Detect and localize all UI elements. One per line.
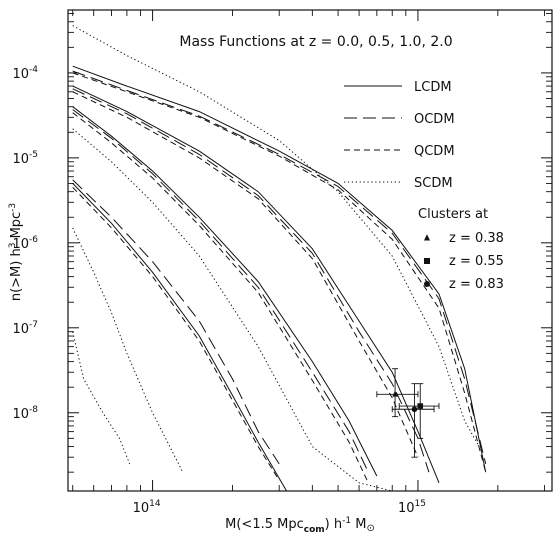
square-marker	[417, 403, 424, 409]
x-axis-label: M(<1.5 Mpccom) h-1 M⊙	[225, 516, 375, 535]
x-tick-label: 1015	[398, 499, 426, 516]
clusters-legend-label: z = 0.83	[449, 277, 504, 292]
plot-frame	[67, 9, 553, 492]
legend-label: OCDM	[414, 112, 455, 127]
series-line-qcdm-z2	[72, 186, 280, 481]
x-label-symbol: ⊙	[366, 523, 374, 534]
y-axis-label: n(>M) h3 Mpc-3	[8, 203, 24, 301]
cluster-layer	[376, 368, 440, 458]
y-label-mid: Mpc	[9, 212, 24, 243]
legend-label: LCDM	[414, 80, 452, 95]
cluster-point-z0-55	[398, 383, 440, 439]
legend-entry-qcdm: QCDM	[344, 144, 455, 159]
circle-marker	[411, 406, 418, 413]
y-tick-label: 10-5	[12, 150, 38, 167]
legend-entry-ocdm: OCDM	[344, 112, 455, 127]
x-tick-label: 1014	[133, 499, 161, 516]
series-layer	[72, 25, 487, 491]
triangle-marker	[424, 234, 430, 241]
legend-label: QCDM	[414, 144, 455, 159]
cluster-point-z0-83	[391, 383, 435, 458]
cluster-point-z0-38	[376, 368, 419, 418]
square-marker	[424, 258, 430, 264]
y-tick-label: 10-8	[12, 405, 38, 422]
legend-entry-lcdm: LCDM	[344, 80, 452, 95]
tick-layer: 1014 1015 10-4 10-5 10-6 10-7 10-8	[12, 10, 552, 516]
y-label-base: n(>M) h	[9, 248, 24, 301]
series-line-lcdm-z0	[72, 65, 487, 473]
series-line-scdm-z2	[72, 331, 131, 465]
series-line-lcdm-z0-5	[72, 85, 440, 483]
series-line-qcdm-z0-5	[72, 91, 419, 458]
clusters-legend-label: z = 0.55	[449, 254, 504, 269]
series-line-lcdm-z1	[72, 106, 378, 477]
clusters-legend-entry-triangle: z = 0.38	[424, 231, 504, 246]
series-line-ocdm-z0	[72, 70, 487, 465]
legend: LCDM OCDM QCDM SCDM	[344, 80, 455, 191]
x-label-sup: -1	[342, 516, 351, 526]
x-label-mid: ) h	[325, 517, 342, 532]
y-label-sup1: 3	[8, 243, 18, 249]
triangle-marker	[392, 390, 398, 397]
y-tick-label: 10-7	[12, 320, 38, 337]
chart-title: Mass Functions at z = 0.0, 0.5, 1.0, 2.0	[179, 34, 452, 50]
legend-entry-scdm: SCDM	[344, 176, 453, 191]
y-tick-label: 10-6	[12, 235, 38, 252]
circle-marker	[424, 281, 430, 287]
y-label-sup2: -3	[8, 203, 18, 212]
series-line-lcdm-z2	[72, 183, 288, 491]
clusters-legend-label: z = 0.38	[449, 231, 504, 246]
x-label-tail: M	[351, 517, 366, 532]
series-line-qcdm-z0	[72, 72, 487, 473]
clusters-legend-entry-square: z = 0.55	[424, 254, 504, 269]
y-tick-label: 10-4	[12, 65, 38, 82]
clusters-legend: Clusters at z = 0.38 z = 0.55 z = 0.83	[418, 207, 504, 292]
clusters-legend-entry-circle: z = 0.83	[424, 277, 504, 292]
series-line-ocdm-z0-5	[72, 88, 430, 473]
series-line-qcdm-z1	[72, 112, 369, 484]
series-line-ocdm-z2	[72, 179, 280, 465]
series-line-ocdm-z1	[72, 109, 369, 473]
legend-label: SCDM	[414, 176, 453, 191]
x-label-sub: com	[304, 525, 325, 535]
clusters-legend-title: Clusters at	[418, 207, 488, 222]
x-label-base: M(<1.5 Mpc	[225, 517, 304, 532]
